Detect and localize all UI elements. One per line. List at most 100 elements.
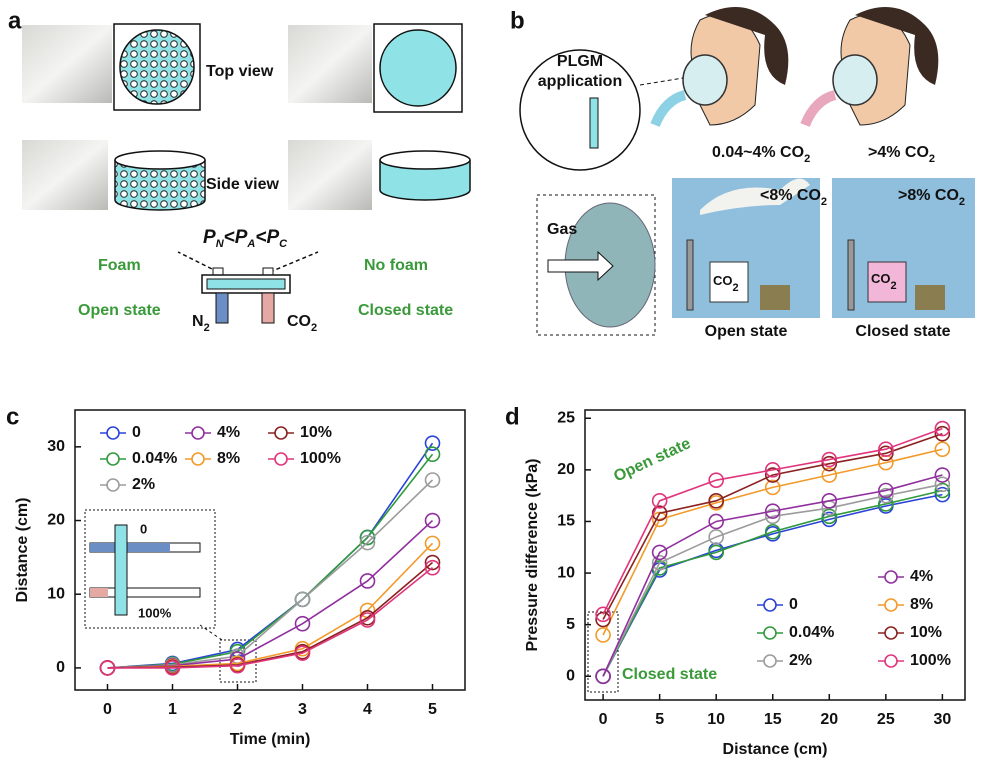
- tube: [650, 90, 687, 127]
- view-label: Side view: [206, 176, 279, 193]
- data-point: [764, 467, 781, 483]
- building: [760, 285, 790, 310]
- state-label: Open state: [78, 302, 161, 319]
- plgm-circle: [519, 49, 641, 171]
- x-axis-label: Time (min): [230, 731, 311, 748]
- x-tick-label: 1: [168, 701, 177, 718]
- co2-label: >4% CO2: [868, 144, 935, 165]
- series-line: [602, 493, 943, 677]
- data-point: [424, 512, 441, 529]
- legend-label: 10%: [300, 424, 332, 441]
- data-point: [294, 645, 311, 661]
- tank-label: CO2: [713, 273, 739, 293]
- x-tick-label: 0: [103, 701, 112, 718]
- state-label: Open state: [705, 323, 788, 340]
- x-tick-label: 5: [655, 711, 664, 728]
- device-port: [212, 267, 224, 276]
- data-point: [821, 455, 838, 472]
- x-tick-label: 30: [933, 711, 951, 728]
- photo: [22, 25, 112, 103]
- device: [589, 97, 599, 149]
- cylinder-top: [379, 150, 471, 170]
- data-point: [708, 472, 724, 488]
- photo: [288, 140, 372, 210]
- legend-marker: [274, 426, 288, 440]
- legend-label: 0.04%: [789, 624, 834, 641]
- co2-tube: [261, 292, 275, 324]
- x-axis-label: Distance (cm): [723, 741, 828, 758]
- device-liquid: [206, 278, 286, 290]
- data-point: [878, 487, 894, 504]
- co2-label: >8% CO2: [898, 187, 965, 208]
- data-point: [934, 425, 951, 442]
- arrow: [269, 251, 319, 273]
- inset-device: [114, 524, 128, 616]
- mask: [832, 54, 878, 106]
- y-axis-label: Pressure difference (kPa): [524, 459, 541, 652]
- series-line: [602, 483, 943, 677]
- y-tick-label: 10: [47, 585, 65, 602]
- legend-label: 4%: [217, 424, 240, 441]
- data-point: [878, 445, 894, 462]
- legend-marker: [191, 426, 205, 440]
- series-line: [602, 448, 943, 636]
- zoom-box: [587, 611, 619, 693]
- legend-label: 8%: [910, 596, 933, 613]
- chimney: [686, 239, 694, 311]
- data-point: [424, 472, 441, 488]
- x-tick-label: 15: [764, 711, 782, 728]
- tube: [800, 90, 837, 127]
- state-label: Closed state: [358, 302, 453, 319]
- photo: [288, 25, 372, 103]
- mask: [682, 54, 728, 106]
- state-label: Closed state: [855, 323, 950, 340]
- arrow: [639, 77, 684, 86]
- data-point: [878, 482, 894, 499]
- legend-label: 4%: [910, 568, 933, 585]
- legend-label: 2%: [789, 652, 812, 669]
- y-tick-label: 20: [557, 461, 575, 478]
- data-point: [359, 612, 376, 628]
- data-point: [764, 508, 781, 525]
- inset-bar-fill: [90, 588, 108, 597]
- panel-label: d: [505, 403, 520, 430]
- legend-marker: [884, 598, 898, 612]
- data-point: [294, 591, 311, 608]
- data-point: [424, 446, 441, 463]
- panel-a: a Top view Side view PN<PA<PC Foam No fo…: [8, 7, 471, 334]
- y-tick-label: 20: [47, 512, 65, 529]
- legend-marker: [884, 626, 898, 640]
- series-line: [107, 567, 434, 669]
- data-point: [651, 554, 668, 571]
- co2-label: <8% CO2: [760, 187, 827, 208]
- state-label: Foam: [98, 257, 141, 274]
- y-tick-label: 0: [566, 667, 575, 684]
- data-point: [651, 493, 668, 509]
- x-tick-label: 4: [363, 701, 372, 718]
- series-line: [602, 474, 943, 677]
- data-point: [595, 606, 611, 623]
- series-line: [602, 489, 943, 677]
- co2-label: 0.04~4% CO2: [712, 144, 810, 165]
- y-tick-label: 15: [557, 513, 575, 530]
- legend-label: 100%: [910, 652, 951, 669]
- data-point: [595, 611, 611, 628]
- legend-label: 0: [789, 596, 798, 613]
- plgm-label: PLGM: [557, 53, 603, 70]
- hair: [855, 7, 939, 85]
- data-point: [821, 493, 838, 509]
- legend-marker: [106, 478, 120, 492]
- inset-label: 100%: [138, 605, 172, 620]
- data-point: [164, 660, 181, 676]
- x-tick-label: 5: [428, 701, 437, 718]
- legend-marker: [884, 654, 898, 668]
- data-point: [424, 559, 441, 576]
- data-point: [359, 534, 376, 551]
- legend-label: 100%: [300, 450, 341, 467]
- y-tick-label: 0: [56, 659, 65, 676]
- data-point: [424, 554, 441, 571]
- foam-circle: [119, 29, 195, 105]
- data-point: [821, 467, 838, 483]
- x-tick-label: 0: [599, 711, 608, 728]
